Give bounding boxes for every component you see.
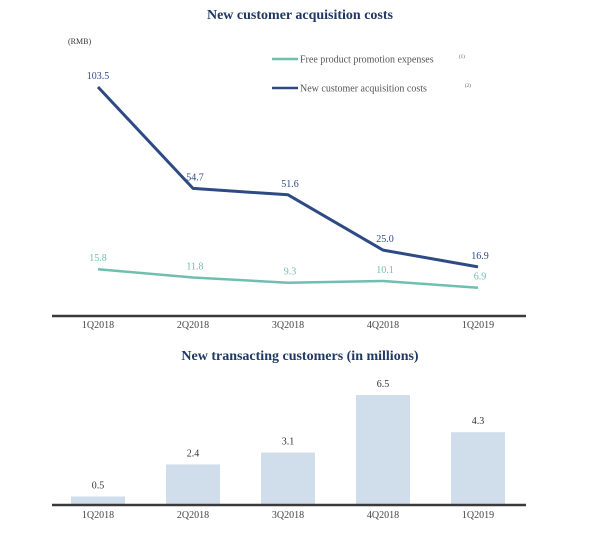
bar [451, 432, 505, 505]
data-label: 25.0 [376, 234, 394, 245]
data-label: 51.6 [281, 179, 299, 190]
unit-label: (RMB) [68, 37, 92, 46]
legend-label: Free product promotion expenses [300, 55, 434, 66]
x-tick-label: 1Q2019 [462, 320, 494, 331]
data-label: 54.7 [186, 172, 204, 183]
bar-value-label: 3.1 [282, 437, 295, 448]
x-tick-label: 1Q2018 [82, 320, 114, 331]
data-label: 11.8 [186, 262, 203, 273]
bar-value-label: 4.3 [472, 416, 485, 427]
legend-label: New customer acquisition costs [300, 84, 427, 95]
x-tick-label: 4Q2018 [367, 510, 399, 521]
line-chart-title: New customer acquisition costs [206, 8, 393, 23]
x-tick-label: 1Q2019 [462, 510, 494, 521]
x-tick-label: 3Q2018 [272, 510, 304, 521]
series-line-new-customer-acquisition [96, 85, 479, 269]
data-label: 10.1 [376, 265, 394, 276]
legend-footnote: (1) [459, 55, 465, 60]
bar-chart-title: New transacting customers (in millions) [181, 349, 419, 364]
x-tick-label: 1Q2018 [82, 510, 114, 521]
data-label: 16.9 [471, 251, 489, 262]
bar [166, 464, 220, 505]
x-tick-label: 2Q2018 [177, 510, 209, 521]
bar [356, 395, 410, 505]
bar [71, 496, 125, 505]
bar [261, 452, 315, 505]
x-tick-label: 4Q2018 [367, 320, 399, 331]
legend-footnote: (2) [465, 84, 471, 89]
data-label: 15.8 [89, 253, 107, 264]
data-label: 6.9 [474, 272, 487, 283]
x-tick-label: 3Q2018 [272, 320, 304, 331]
bar-value-label: 2.4 [187, 448, 200, 459]
data-label: 9.3 [284, 267, 297, 278]
bar-value-label: 0.5 [92, 481, 105, 492]
bar-value-label: 6.5 [377, 379, 390, 390]
data-label: 103.5 [87, 71, 110, 82]
x-tick-label: 2Q2018 [177, 320, 209, 331]
